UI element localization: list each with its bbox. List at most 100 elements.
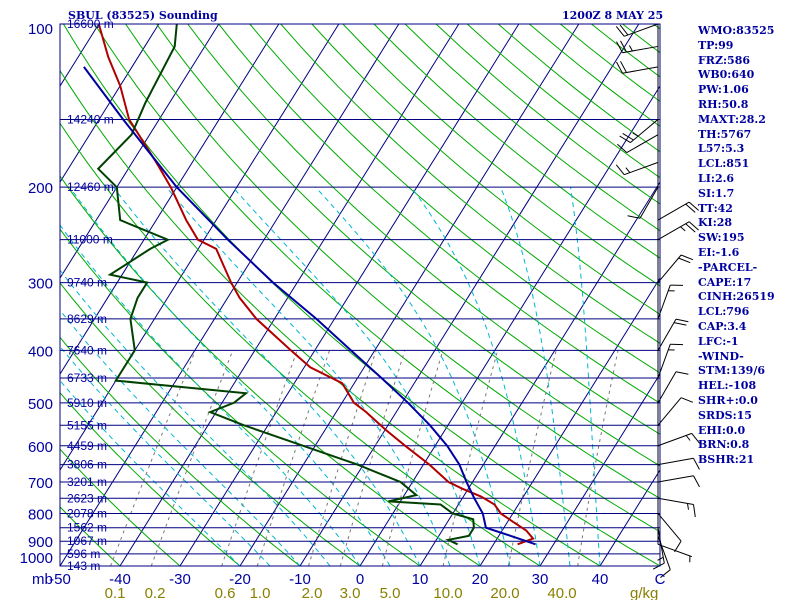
pressure-tick-label: 800 <box>28 506 53 523</box>
height-label: 2078 m <box>67 506 107 520</box>
isotherm <box>60 24 340 471</box>
moist-adiabat <box>166 186 451 566</box>
temperature-tick-label: 30 <box>532 571 549 588</box>
index-item: CINH:26519 <box>698 290 775 304</box>
isotherm <box>179 24 520 566</box>
wind-barb <box>617 134 659 154</box>
isotherm <box>60 24 400 566</box>
pressure-unit-label: mb <box>32 571 53 588</box>
profile-line <box>97 24 535 546</box>
wind-barb <box>657 432 701 447</box>
height-label: 5910 m <box>67 396 107 410</box>
barb-feather <box>617 143 628 153</box>
mixing-ratio-tick-label: 1.0 <box>250 585 271 600</box>
barb-shaft <box>657 201 690 221</box>
height-label: 16600 m <box>67 17 114 31</box>
mixing-ratio-line <box>256 350 331 566</box>
temperature-tick-label: 40 <box>592 571 609 588</box>
temperature-unit-label: C <box>655 571 666 588</box>
wind-barb <box>657 284 684 320</box>
pressure-tick-label: 400 <box>28 343 53 360</box>
index-item: LI:2.6 <box>698 171 735 185</box>
height-label: 6733 m <box>67 371 107 385</box>
barb-half-feather <box>628 45 633 52</box>
isotherm <box>60 24 280 375</box>
index-item: WMO:83525 <box>698 24 775 37</box>
barb-feather <box>680 254 694 261</box>
barb-shaft <box>657 397 682 426</box>
index-item: LCL:851 <box>698 157 750 171</box>
barb-shaft <box>626 134 659 154</box>
temperature-tick-label: -30 <box>169 571 191 588</box>
wind-barb <box>619 119 659 144</box>
barb-feather <box>615 164 625 176</box>
wind-barb <box>657 475 700 488</box>
pressure-tick-label: 500 <box>28 396 53 413</box>
barb-feather <box>616 41 623 53</box>
index-item: FRZ:586 <box>698 53 751 67</box>
barb-half-feather <box>687 503 689 510</box>
wind-barb <box>657 221 699 241</box>
mixing-ratio-tick-label: 20.0 <box>490 585 519 600</box>
index-item: MAXT:28.2 <box>698 112 766 126</box>
mixing-ratio-line <box>110 350 196 566</box>
wind-barb <box>627 186 659 219</box>
wind-barb <box>657 254 694 283</box>
height-label: 3806 m <box>67 458 107 472</box>
barb-feather <box>616 61 623 74</box>
moist-adiabat <box>60 309 301 566</box>
mixing-ratio-tick-label: 3.0 <box>340 585 361 600</box>
index-item: EHI:0.0 <box>698 423 746 437</box>
barb-feather <box>620 61 627 73</box>
barb-feather <box>685 223 696 233</box>
mixing-ratio-tick-label: 2.0 <box>302 585 323 600</box>
isotherm <box>60 24 220 279</box>
index-item: LFC:-1 <box>698 334 739 348</box>
height-label: 2623 m <box>67 491 107 505</box>
barb-feather <box>680 397 694 403</box>
barb-feather <box>622 132 634 141</box>
moist-adiabat <box>69 186 391 566</box>
index-item: -WIND- <box>698 349 744 363</box>
barb-feather <box>619 24 629 36</box>
axis-labels: 16600 m 14240 m 12460 m 11000 m 9740 m 8629 m… <box>20 17 666 600</box>
height-label: 9740 m <box>67 276 107 290</box>
wind-barb <box>657 457 700 470</box>
temperature-tick-label: 0 <box>356 571 364 588</box>
isotherm <box>599 469 660 566</box>
wind-barb <box>616 40 659 54</box>
temperature-tick-label: -20 <box>229 571 251 588</box>
height-label: 14240 m <box>67 112 114 126</box>
profile-line <box>96 24 475 546</box>
barb-half-feather <box>632 132 639 137</box>
mixing-ratio-tick-label: 0.6 <box>215 585 236 600</box>
index-item: CAPE:17 <box>698 275 752 289</box>
height-label: 8629 m <box>67 312 107 326</box>
barb-feather <box>620 40 627 53</box>
barb-shaft <box>657 371 677 404</box>
wind-barb <box>657 497 696 518</box>
mixing-ratio-line <box>150 350 234 566</box>
barb-shaft <box>657 254 682 283</box>
index-item: WB0:640 <box>698 68 755 82</box>
index-item: SI:1.7 <box>698 186 735 200</box>
chart-background-lines <box>60 24 660 566</box>
wind-barb <box>657 397 694 426</box>
barb-shaft <box>657 475 694 483</box>
index-item: TH:5767 <box>698 127 752 141</box>
barb-shaft <box>624 161 659 176</box>
barb-shaft <box>657 497 694 505</box>
barb-feather <box>693 504 696 518</box>
index-item: BRN:0.8 <box>698 438 750 452</box>
index-item: L57:5.3 <box>698 142 745 156</box>
pressure-tick-label: 700 <box>28 475 53 492</box>
barb-feather <box>674 540 682 553</box>
pressure-tick-label: 600 <box>28 439 53 456</box>
valid-time: 1200Z 8 MAY 25 <box>562 9 664 22</box>
index-item: SHR+:0.0 <box>698 393 758 407</box>
mixing-ratio-line <box>577 350 619 566</box>
index-item: HEL:-108 <box>698 379 757 393</box>
barb-feather <box>627 215 641 219</box>
barb-feather <box>615 26 625 37</box>
